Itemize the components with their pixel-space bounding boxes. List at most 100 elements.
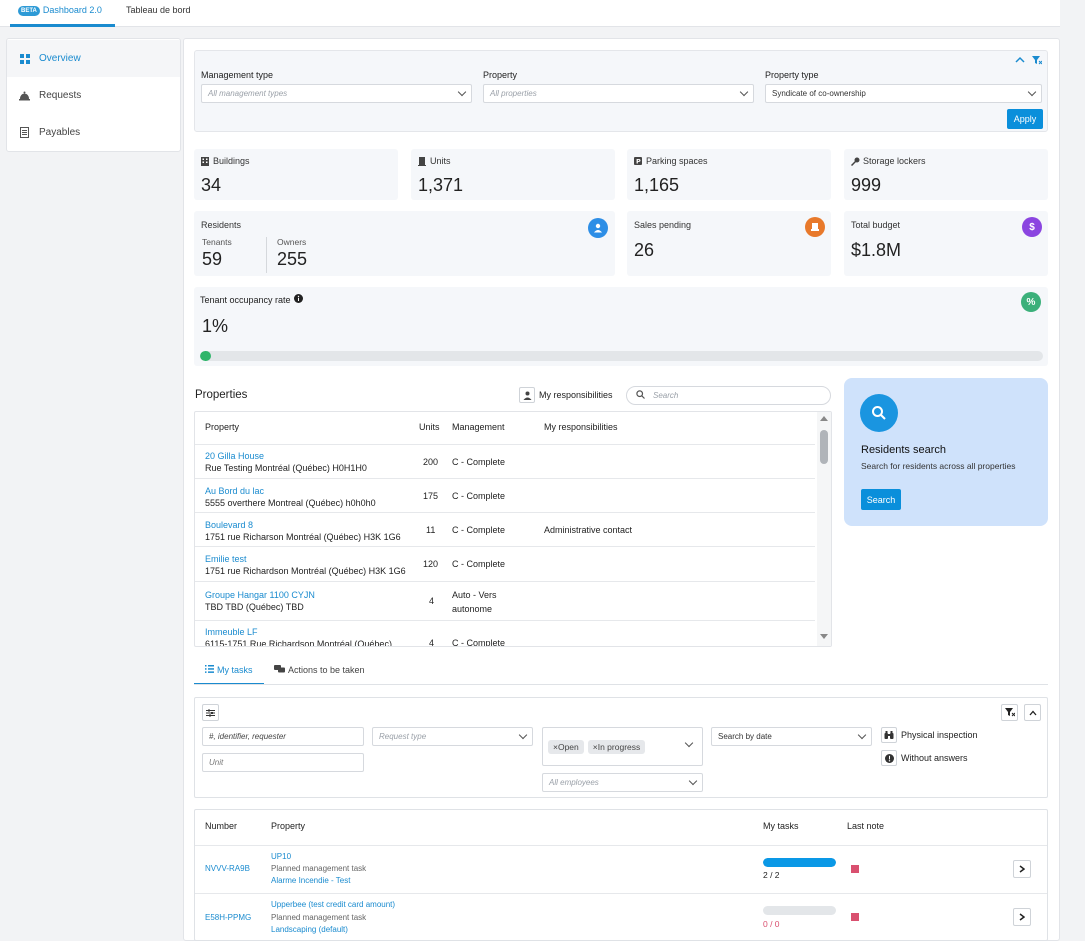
units-label: Units [430, 156, 451, 166]
tab-my-tasks[interactable]: My tasks [205, 665, 253, 675]
property-type-select[interactable]: Syndicate of co-ownership [765, 84, 1042, 103]
binoculars-icon [881, 727, 897, 743]
identifier-search-input[interactable]: #, identifier, requester [202, 727, 364, 746]
property-units: 4 [429, 596, 435, 606]
employees-select[interactable]: All employees [542, 773, 703, 792]
table-row: Boulevard 8 1751 rue Richarson Montréal … [195, 512, 815, 546]
unit-placeholder: Unit [209, 758, 224, 767]
status-multiselect[interactable]: ×Open ×In progress [542, 727, 703, 766]
sidebar-item-payables[interactable]: Payables [7, 114, 180, 151]
property-placeholder: All properties [490, 89, 537, 98]
chevron-down-icon [688, 776, 698, 786]
occupancy-progress-fill [200, 351, 211, 361]
list-icon [205, 665, 214, 675]
residents-card: Residents Tenants 59 Owners 255 [194, 211, 615, 276]
person-toggle-icon [519, 387, 535, 403]
open-task-chevron-right-icon[interactable] [1013, 860, 1031, 878]
properties-search-input[interactable]: Search [626, 386, 831, 405]
status-chip-in-progress[interactable]: ×In progress [587, 739, 646, 754]
task-property-link[interactable]: UP10 [271, 852, 292, 861]
tab-tableau-de-bord[interactable]: Tableau de bord [126, 5, 191, 15]
tab-dashboard-2[interactable]: BETA Dashboard 2.0 [18, 5, 102, 16]
property-management: C - Complete [452, 491, 506, 501]
parking-card: P Parking spaces 1,165 [627, 149, 831, 200]
dollar-icon: $ [1022, 217, 1042, 237]
task-number-link[interactable]: NVVV-RA9B [205, 864, 250, 873]
tabs-divider [194, 684, 1048, 685]
status-chip-open[interactable]: ×Open [548, 739, 584, 754]
property-link[interactable]: Au Bord du lac [205, 486, 265, 496]
tab-actions-to-be-taken[interactable]: Actions to be taken [274, 665, 365, 675]
property-management: Auto - Vers autonome [452, 590, 497, 614]
property-link[interactable]: 20 Gilla House [205, 451, 265, 461]
task-type: Planned management task [271, 913, 367, 922]
scroll-thumb[interactable] [820, 430, 828, 464]
col-my-responsibilities: My responsibilities [544, 422, 618, 432]
task-number-link[interactable]: E58H-PPMG [205, 913, 252, 922]
owners-label: Owners [277, 237, 307, 247]
units-card: Units 1,371 [411, 149, 615, 200]
beta-badge: BETA [18, 6, 40, 16]
properties-scrollbar[interactable] [817, 412, 831, 646]
property-address: 1751 rue Richarson Montréal (Québec) H3K… [205, 532, 401, 542]
task-filters-panel: #, identifier, requester Unit Request ty… [194, 697, 1048, 798]
door-icon [418, 157, 426, 166]
col-last-note: Last note [847, 821, 885, 831]
task-property-link[interactable]: Upperbee (test credit card amount) [271, 900, 396, 909]
sidebar-item-label: Overview [39, 53, 81, 64]
date-search-select[interactable]: Search by date [711, 727, 872, 746]
request-type-select[interactable]: Request type [372, 727, 533, 746]
info-icon[interactable] [293, 294, 303, 305]
col-property: Property [205, 422, 240, 432]
task-category-link[interactable]: Alarme Incendie - Test [271, 876, 351, 885]
filter-clear-icon[interactable] [1032, 56, 1043, 66]
table-row: E58H-PPMG Upperbee (test credit card amo… [195, 893, 1047, 940]
collapse-chevron-up-icon[interactable] [1024, 704, 1041, 721]
clear-filter-icon[interactable] [1001, 704, 1018, 721]
scroll-down-arrow-icon[interactable] [820, 634, 828, 639]
sidebar-item-overview[interactable]: Overview [7, 40, 180, 77]
residents-search-title: Residents search [861, 444, 946, 456]
residents-search-card: Residents search Search for residents ac… [844, 378, 1048, 526]
properties-table: Property Units Management My responsibil… [194, 411, 832, 647]
col-number: Number [205, 821, 238, 831]
unit-input[interactable]: Unit [202, 753, 364, 772]
property-type-value: Syndicate of co-ownership [772, 89, 866, 98]
property-address: Rue Testing Montréal (Québec) H0H1H0 [205, 463, 367, 473]
management-type-select[interactable]: All management types [201, 84, 472, 103]
chevron-down-icon [684, 738, 694, 748]
property-units: 175 [423, 491, 439, 501]
property-link[interactable]: Groupe Hangar 1100 CYJN [205, 590, 315, 600]
sidebar-item-requests[interactable]: Requests [7, 77, 180, 114]
occupancy-value: 1% [202, 316, 229, 336]
occupancy-progress-bar [200, 351, 1043, 361]
physical-inspection-toggle[interactable]: Physical inspection [881, 727, 978, 743]
chevron-down-icon [857, 730, 867, 740]
filter-panel: Management type All management types Pro… [194, 50, 1048, 132]
my-responsibilities-toggle[interactable]: My responsibilities [519, 387, 613, 403]
sliders-icon[interactable] [202, 704, 219, 721]
property-units: 120 [423, 559, 439, 569]
property-select[interactable]: All properties [483, 84, 754, 103]
task-category-link[interactable]: Landscaping (default) [271, 925, 348, 934]
collapse-chevron-up-icon[interactable] [1015, 56, 1025, 66]
apply-button[interactable]: Apply [1007, 109, 1043, 129]
open-task-chevron-right-icon[interactable] [1013, 908, 1031, 926]
property-link[interactable]: Emilie test [205, 554, 247, 564]
person-icon [588, 218, 608, 238]
scroll-up-arrow-icon[interactable] [820, 416, 828, 421]
percent-icon: % [1021, 292, 1041, 312]
without-answers-toggle[interactable]: Without answers [881, 750, 968, 766]
buildings-value: 34 [201, 175, 222, 195]
property-management: C - Complete [452, 559, 506, 569]
property-link[interactable]: Boulevard 8 [205, 520, 254, 530]
col-my-tasks: My tasks [763, 821, 799, 831]
chevron-down-icon [457, 87, 467, 97]
property-address: 6115-1751 Rue Richardson Montréal (Québe… [205, 639, 392, 647]
without-answers-label: Without answers [901, 753, 968, 763]
tab-my-tasks-label: My tasks [217, 665, 253, 675]
properties-title: Properties [195, 389, 248, 401]
residents-search-button[interactable]: Search [861, 489, 901, 510]
search-circle-icon [860, 394, 898, 432]
property-link[interactable]: Immeuble LF [205, 627, 258, 637]
